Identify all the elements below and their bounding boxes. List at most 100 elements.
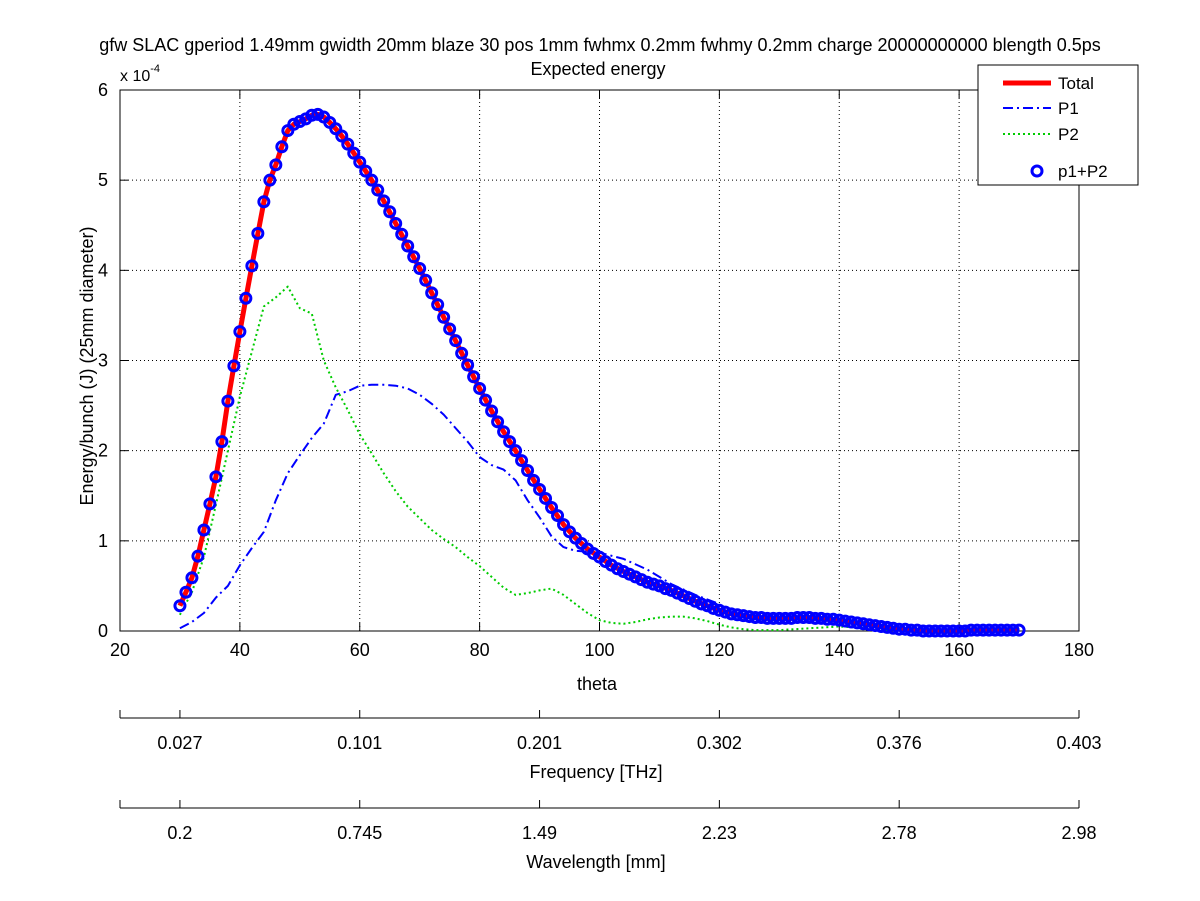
x-tick-label: 40 [230,640,250,660]
y-tick-label: 0 [98,621,108,641]
secondary-tick-label: 0.201 [517,733,562,753]
p1-p2-marker [844,615,858,629]
p1-p2-marker [952,624,966,638]
x-tick-label: 80 [470,640,490,660]
p1-p2-marker [239,291,253,305]
p1-p2-marker [551,509,565,523]
p1-p2-marker [473,381,487,395]
p1-p2-marker [479,393,493,407]
p1-p2-marker [898,622,912,636]
p1-p2-marker [389,216,403,230]
secondary-tick-label: 1.49 [522,823,557,843]
p1-p2-marker [784,611,798,625]
p1-p2-marker [413,262,427,276]
p1-p2-marker [736,609,750,623]
p1-p2-marker [437,310,451,324]
y-multiplier-base: x 10 [120,68,150,85]
p1-p2-marker [539,491,553,505]
x-axis-label: theta [577,674,618,694]
p1-p2-marker [988,623,1002,637]
p1-p2-marker [940,624,954,638]
series-p2-line [179,285,888,632]
p1-p2-marker [778,611,792,625]
p1-p2-marker [383,205,397,219]
y-axis-label: Energy/bunch (J) (25mm diameter) [77,226,97,505]
p1-p2-marker [263,173,277,187]
secondary-tick-label: 0.027 [157,733,202,753]
p1-p2-marker [718,605,732,619]
p1-p2-marker [485,404,499,418]
p1-p2-marker [203,497,217,511]
p1-p2-marker [916,624,930,638]
p1-p2-marker [970,623,984,637]
p1-p2-marker [706,601,720,615]
frequency-axis-label: Frequency [THz] [529,762,662,782]
p1-p2-marker [886,621,900,635]
y-tick-label: 4 [98,260,108,280]
p1-p2-marker [742,610,756,624]
secondary-tick-label: 2.23 [702,823,737,843]
p1-p2-marker [850,616,864,630]
p1-p2-marker [730,608,744,622]
p1-p2-marker [856,617,870,631]
p1-p2-marker [802,610,816,624]
p1-p2-marker [982,623,996,637]
p1-p2-marker [748,610,762,624]
p1-p2-marker [341,137,355,151]
p1-p2-marker [503,435,517,449]
p1-p2-marker [826,612,840,626]
x-tick-label: 140 [824,640,854,660]
p1-p2-marker [419,273,433,287]
p1-p2-marker [467,370,481,384]
p1-p2-marker [640,575,654,589]
p1-p2-marker [808,611,822,625]
legend-label: p1+P2 [1058,162,1108,181]
p1-p2-marker [796,610,810,624]
p1-p2-marker [515,454,529,468]
p1-p2-marker [197,523,211,537]
y-tick-label: 5 [98,170,108,190]
p1-p2-marker [904,623,918,637]
p1-p2-marker [401,239,415,253]
p1-p2-marker [892,622,906,636]
p1-p2-marker [766,611,780,625]
legend-label: P1 [1058,99,1079,118]
secondary-tick-label: 0.745 [337,823,382,843]
series-p1-line [179,383,720,630]
p1-p2-marker [185,571,199,585]
p1-p2-marker [910,623,924,637]
wavelength-axis-label: Wavelength [mm] [526,852,665,872]
frequency-axis-ticks: 0.027 0.101 0.201 0.302 0.376 0.403 [119,710,1102,753]
p1-p2-marker [527,473,541,487]
p1-p2-marker [443,322,457,336]
x-tick-label: 180 [1064,640,1094,660]
p1-p2-marker [431,298,445,312]
p1-p2-marker [173,599,187,613]
y-multiplier-exponent: -4 [150,63,160,75]
secondary-tick-label: 0.101 [337,733,382,753]
y-tick-label: 2 [98,441,108,461]
p1-p2-marker [245,259,259,273]
p1-p2-marker [862,618,876,632]
p1-p2-marker [233,325,247,339]
p1-p2-marker [946,624,960,638]
p1-p2-marker [646,577,660,591]
p1-p2-marker [365,173,379,187]
p1-p2-marker [347,146,361,160]
p1-p2-marker [724,607,738,621]
p1-p2-marker [335,129,349,143]
wavelength-axis: 0.2 0.745 1.49 2.23 2.78 2.98 Wavelength [mm] [119,800,1097,872]
secondary-tick-label: 0.376 [877,733,922,753]
y-tick-label: 6 [98,80,108,100]
p1-p2-marker [772,611,786,625]
p1-p2-marker [191,549,205,563]
p1-p2-marker [359,164,373,178]
secondary-tick-label: 2.98 [1061,823,1096,843]
p1-p2-marker [958,624,972,638]
secondary-tick-label: 0.403 [1056,733,1101,753]
p1-p2-marker [814,611,828,625]
p1-p2-marker [425,286,439,300]
secondary-tick-label: 0.2 [167,823,192,843]
x-tick-label: 120 [704,640,734,660]
